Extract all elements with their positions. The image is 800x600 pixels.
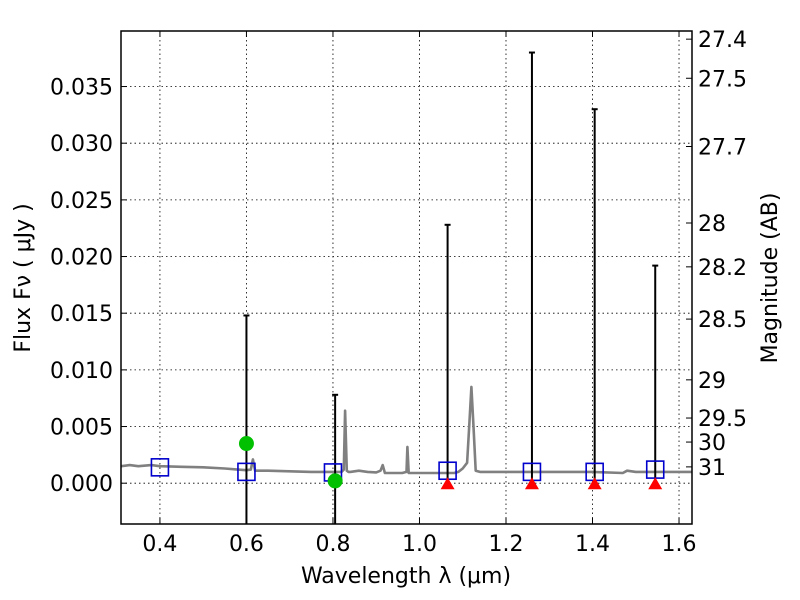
right-tick-label: 29.5 [698, 407, 747, 432]
spectrum-line [121, 385, 692, 475]
right-axis-label: Magnitude (AB) [758, 193, 783, 364]
y-tick-label: 0.020 [50, 246, 113, 271]
detection-point [238, 436, 254, 452]
y-tick-label: 0.025 [50, 189, 113, 214]
y-tick-label: 0.000 [50, 472, 113, 497]
right-tick-label: 27.7 [698, 135, 747, 160]
x-tick-label: 0.6 [229, 532, 264, 557]
upper-limit-triangle [440, 477, 455, 490]
detection-point [327, 473, 343, 489]
x-tick-label: 1.4 [575, 532, 610, 557]
y-tick-label: 0.035 [50, 76, 113, 101]
right-tick-label: 31 [698, 456, 726, 481]
y-tick-label: 0.015 [50, 302, 113, 327]
upper-limit-triangle [587, 477, 602, 490]
x-tick-label: 1.6 [662, 532, 697, 557]
upper-limit-triangle [648, 477, 663, 490]
right-tick-label: 29 [698, 369, 726, 394]
right-tick-label: 27.4 [698, 28, 747, 53]
y-axis-label: Flux Fν ( μJy ) [11, 203, 36, 352]
ticks-layer: 0.4 0.6 0.8 1.0 1.2 1.4 1.6 0.000 0.005 0.010 0.01… [50, 28, 747, 557]
model-photometry-square [150, 458, 170, 477]
y-tick-label: 0.005 [50, 416, 113, 441]
axes-layer [120, 30, 693, 525]
upper-limit-triangle [524, 477, 539, 490]
right-tick-label: 28 [698, 212, 726, 237]
x-tick-label: 0.4 [142, 532, 177, 557]
model-photometry-square [237, 462, 256, 482]
y-tick-label: 0.030 [50, 132, 113, 157]
y-tick-label: 0.010 [50, 359, 113, 384]
right-tick-label: 30 [698, 431, 726, 456]
plot-layer [121, 51, 692, 524]
plot-frame [120, 30, 693, 525]
right-tick-label: 28.5 [698, 308, 747, 333]
x-tick-label: 0.8 [315, 532, 350, 557]
x-axis-label: Wavelength λ (μm) [301, 564, 511, 589]
right-tick-label: 27.5 [698, 67, 747, 92]
x-tick-label: 1.2 [488, 532, 523, 557]
x-tick-label: 1.0 [402, 532, 437, 557]
right-tick-label: 28.2 [698, 256, 747, 281]
plot-clipped-group [121, 51, 692, 524]
